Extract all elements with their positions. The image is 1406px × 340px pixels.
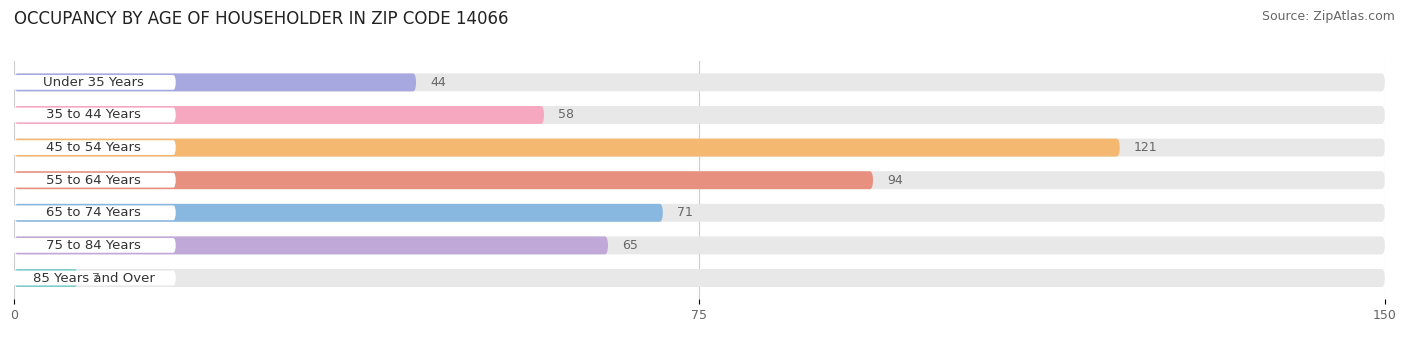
Text: Under 35 Years: Under 35 Years — [44, 76, 143, 89]
Text: 71: 71 — [676, 206, 693, 219]
FancyBboxPatch shape — [14, 106, 1385, 124]
FancyBboxPatch shape — [14, 269, 1385, 287]
FancyBboxPatch shape — [11, 108, 176, 122]
FancyBboxPatch shape — [11, 238, 176, 253]
Text: 75 to 84 Years: 75 to 84 Years — [46, 239, 141, 252]
Text: 55 to 64 Years: 55 to 64 Years — [46, 174, 141, 187]
Text: 65: 65 — [621, 239, 638, 252]
Text: 44: 44 — [430, 76, 446, 89]
FancyBboxPatch shape — [14, 139, 1385, 156]
Text: 58: 58 — [558, 108, 574, 121]
FancyBboxPatch shape — [11, 205, 176, 220]
FancyBboxPatch shape — [14, 73, 416, 91]
FancyBboxPatch shape — [14, 236, 609, 254]
FancyBboxPatch shape — [14, 106, 544, 124]
Text: 65 to 74 Years: 65 to 74 Years — [46, 206, 141, 219]
Text: 45 to 54 Years: 45 to 54 Years — [46, 141, 141, 154]
Text: 35 to 44 Years: 35 to 44 Years — [46, 108, 141, 121]
FancyBboxPatch shape — [11, 271, 176, 285]
Text: 7: 7 — [91, 272, 100, 285]
Text: Source: ZipAtlas.com: Source: ZipAtlas.com — [1261, 10, 1395, 23]
FancyBboxPatch shape — [14, 204, 664, 222]
FancyBboxPatch shape — [14, 73, 1385, 91]
Text: 121: 121 — [1133, 141, 1157, 154]
FancyBboxPatch shape — [11, 140, 176, 155]
Text: 94: 94 — [887, 174, 903, 187]
Text: 85 Years and Over: 85 Years and Over — [32, 272, 155, 285]
FancyBboxPatch shape — [11, 75, 176, 90]
FancyBboxPatch shape — [14, 139, 1121, 156]
FancyBboxPatch shape — [14, 236, 1385, 254]
FancyBboxPatch shape — [14, 171, 1385, 189]
Text: OCCUPANCY BY AGE OF HOUSEHOLDER IN ZIP CODE 14066: OCCUPANCY BY AGE OF HOUSEHOLDER IN ZIP C… — [14, 10, 509, 28]
FancyBboxPatch shape — [11, 173, 176, 188]
FancyBboxPatch shape — [14, 269, 79, 287]
FancyBboxPatch shape — [14, 171, 873, 189]
FancyBboxPatch shape — [14, 204, 1385, 222]
